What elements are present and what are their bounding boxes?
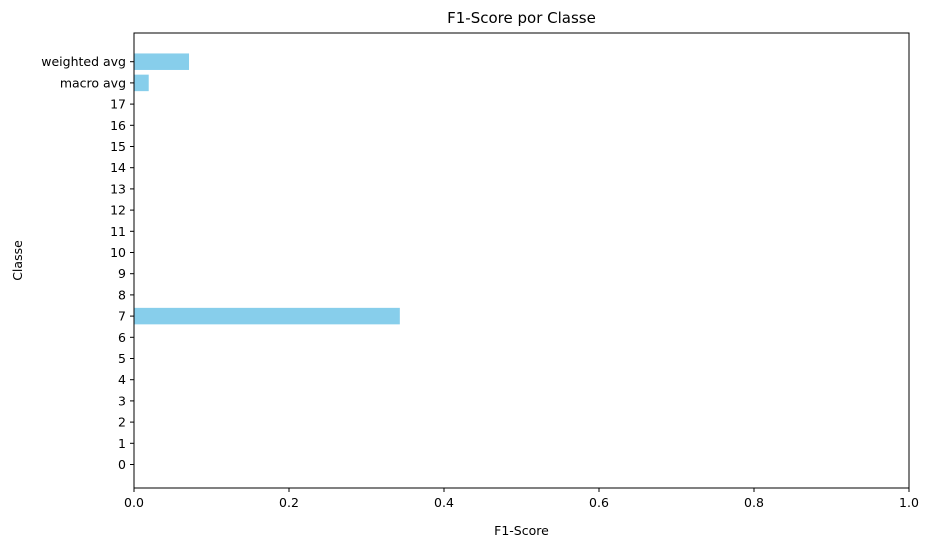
bars [134,53,400,325]
y-tick-label: 2 [118,415,126,430]
y-tick-label: 13 [110,181,126,196]
x-tick-label: 0.0 [124,495,144,510]
y-tick-label: 8 [118,287,126,302]
plot-area [133,32,910,489]
x-tick-label: 0.6 [589,495,609,510]
y-tick-label: 3 [118,393,126,408]
bar-weighted-avg [134,53,190,70]
y-tick-label: 16 [110,118,126,133]
bar-7 [134,307,400,325]
axes-frame [133,32,910,489]
y-tick-label: macro avg [60,75,126,90]
y-tick-label: 4 [118,372,126,387]
x-tick-label: 0.8 [744,495,764,510]
y-tick-label: 1 [118,436,126,451]
y-tick-label: 10 [110,245,126,260]
x-tick-label: 1.0 [899,495,919,510]
x-tick-label: 0.4 [434,495,454,510]
y-tick-label: 0 [118,457,126,472]
y-tick-label: 14 [110,160,126,175]
x-axis-label: F1-Score [494,523,549,538]
chart-title: F1-Score por Classe [447,9,596,27]
x-axis-ticks: 0.0 0.2 0.4 0.6 0.8 1.0 [124,488,919,510]
y-tick-label: weighted avg [41,54,126,69]
y-tick-label: 17 [110,97,126,112]
y-tick-label: 15 [110,139,126,154]
y-axis-label: Classe [10,240,25,281]
x-tick-label: 0.2 [279,495,299,510]
y-tick-label: 6 [118,330,126,345]
y-tick-label: 9 [118,266,126,281]
y-tick-label: 7 [118,309,126,324]
bar-macro-avg [134,74,149,92]
y-tick-label: 11 [110,224,126,239]
y-tick-label: 12 [110,203,126,218]
y-tick-label: 5 [118,351,126,366]
